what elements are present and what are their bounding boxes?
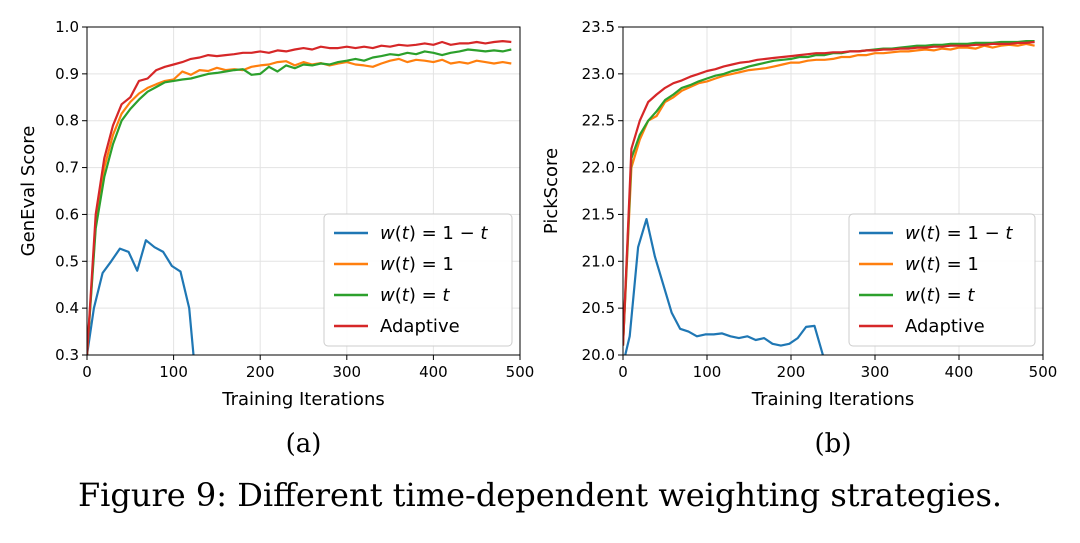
x-tick-label: 0 — [618, 363, 628, 381]
x-tick-label: 200 — [246, 363, 275, 381]
series-line-1 — [623, 42, 1035, 346]
series-lines — [87, 39, 512, 355]
panel-a: 0 100 200 300 400 500 0.3 0.4 0.5 0.6 0.7 0.8 0.9 1.0… — [18, 18, 534, 459]
y-axis-label: GenEval Score — [18, 126, 39, 257]
axes-frame — [86, 26, 521, 356]
series-line-3 — [623, 40, 1035, 346]
y-tick-label: 23.0 — [582, 65, 615, 83]
legend-label-1: w(t) = 1 — [905, 254, 979, 275]
legend: w(t) = 1 − t w(t) = 1 w(t) = t Adaptive — [848, 213, 1036, 347]
panel-label: (a) — [286, 429, 322, 459]
y-tick-label: 20.5 — [582, 299, 615, 317]
x-tick-label: 300 — [861, 363, 890, 381]
panel-label: (b) — [815, 429, 852, 459]
x-tick-label: 400 — [419, 363, 448, 381]
x-tick-label: 200 — [777, 363, 806, 381]
x-tick-label: 0 — [82, 363, 92, 381]
legend-box — [323, 213, 513, 347]
legend-label-1: w(t) = 1 — [380, 254, 454, 275]
x-tick-label: 500 — [506, 363, 535, 381]
y-tick-label: 0.9 — [55, 65, 79, 83]
legend-label-2: w(t) = t — [380, 285, 450, 306]
panel-b: 0 100 200 300 400 500 20.0 20.5 21.0 21.5 22.0 22.5… — [541, 18, 1057, 459]
legend: w(t) = 1 − t w(t) = 1 w(t) = t Adaptive — [323, 213, 513, 347]
series-lines — [623, 39, 1035, 355]
series-line-0 — [87, 239, 195, 355]
y-axis-label: PickScore — [541, 148, 562, 234]
legend-label-2: w(t) = t — [905, 285, 975, 306]
legend-label-3: Adaptive — [380, 316, 460, 337]
y-tick-label: 21.5 — [582, 205, 615, 223]
y-tick-label: 22.5 — [582, 112, 615, 130]
series-line-2 — [623, 39, 1035, 346]
y-tick-label: 21.0 — [582, 252, 615, 270]
x-tick-label: 400 — [945, 363, 974, 381]
y-tick-label: 0.8 — [55, 112, 79, 130]
x-tick-label: 300 — [332, 363, 361, 381]
y-tick-label: 22.0 — [582, 159, 615, 177]
series-line-1 — [87, 57, 512, 355]
legend-label-0: w(t) = 1 − t — [380, 223, 488, 244]
legend-box — [848, 213, 1036, 347]
axes-frame — [622, 26, 1044, 356]
x-axis-label: Training Iterations — [221, 389, 384, 410]
figure-caption: Figure 9: Different time-dependent weigh… — [77, 476, 1003, 514]
y-tick-label: 1.0 — [55, 18, 79, 36]
x-tick-label: 100 — [693, 363, 722, 381]
x-tick-label: 500 — [1029, 363, 1058, 381]
y-tick-label: 20.0 — [582, 346, 615, 364]
legend-label-3: Adaptive — [905, 316, 985, 337]
y-tick-label: 0.4 — [55, 299, 79, 317]
series-line-2 — [87, 48, 512, 355]
series-line-0 — [624, 218, 825, 355]
x-axis-label: Training Iterations — [751, 389, 914, 410]
figure: 0 100 200 300 400 500 0.3 0.4 0.5 0.6 0.7 0.8 0.9 1.0… — [18, 18, 1057, 459]
y-tick-label: 0.3 — [55, 346, 79, 364]
y-tick-label: 0.6 — [55, 205, 79, 223]
y-tick-label: 0.7 — [55, 159, 79, 177]
series-line-3 — [87, 39, 512, 355]
legend-label-0: w(t) = 1 − t — [905, 223, 1013, 244]
y-tick-label: 0.5 — [55, 252, 79, 270]
x-tick-label: 100 — [159, 363, 188, 381]
y-tick-label: 23.5 — [582, 18, 615, 36]
